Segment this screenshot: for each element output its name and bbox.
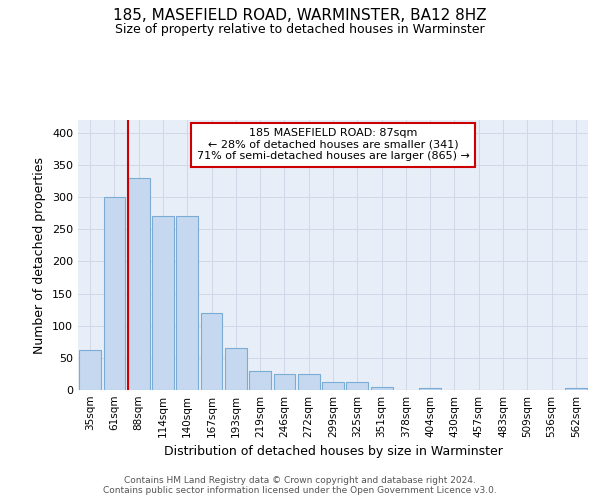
Bar (371, 387, 392, 390)
Bar (176, 216, 198, 390)
Text: 185 MASEFIELD ROAD: 87sqm
← 28% of detached houses are smaller (341)
71% of semi: 185 MASEFIELD ROAD: 87sqm ← 28% of detac… (197, 128, 469, 162)
Text: Size of property relative to detached houses in Warminster: Size of property relative to detached ho… (115, 22, 485, 36)
Bar (565, 388, 587, 390)
Bar (128, 178, 149, 390)
Bar (274, 374, 295, 390)
Text: 185, MASEFIELD ROAD, WARMINSTER, BA12 8HZ: 185, MASEFIELD ROAD, WARMINSTER, BA12 8H… (113, 8, 487, 22)
Text: Contains HM Land Registry data © Crown copyright and database right 2024.
Contai: Contains HM Land Registry data © Crown c… (103, 476, 497, 495)
Bar (79, 350, 101, 390)
Bar (104, 197, 125, 390)
Bar (200, 313, 223, 390)
X-axis label: Distribution of detached houses by size in Warminster: Distribution of detached houses by size … (164, 446, 502, 458)
Bar (298, 374, 320, 390)
Bar (249, 370, 271, 390)
Bar (322, 382, 344, 390)
Bar (225, 348, 247, 390)
Bar (346, 382, 368, 390)
Y-axis label: Number of detached properties: Number of detached properties (34, 156, 46, 354)
Bar (152, 216, 174, 390)
Bar (419, 388, 441, 390)
